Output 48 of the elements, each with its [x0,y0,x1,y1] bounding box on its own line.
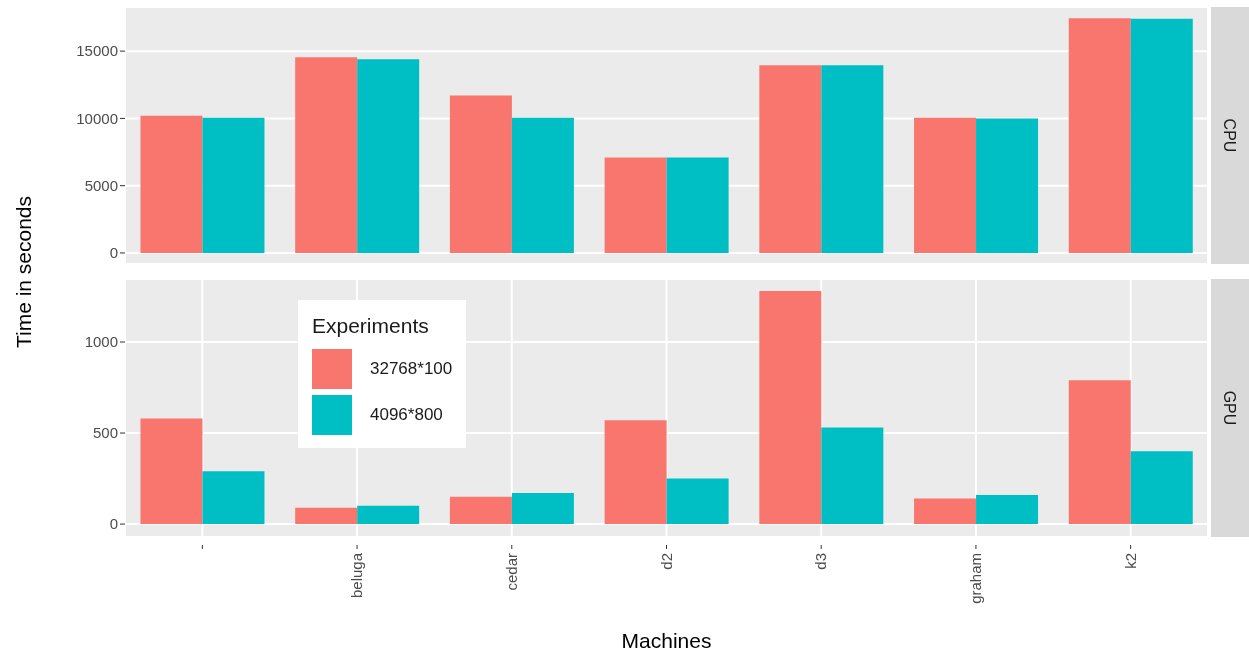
bar [604,420,667,525]
bar [759,291,822,525]
bar [357,59,420,253]
x-tick-label: k2 [1121,553,1139,569]
bar [1068,18,1131,253]
y-tick-label: 1000 [84,333,118,351]
bar [821,65,884,253]
y-tick-label: 0 [109,244,118,262]
bar [202,117,265,253]
bar [202,471,265,525]
bar [604,157,667,253]
bar [357,505,420,525]
bar [666,478,729,525]
legend-title: Experiments [312,314,430,338]
bar [976,118,1039,253]
bar [976,494,1039,525]
bar [511,117,574,253]
bar [759,65,822,253]
legend-label: 32768*100 [370,359,453,379]
y-tick-label: 15000 [76,42,118,60]
y-tick-label: 500 [92,424,118,442]
x-tick-label: d2 [657,553,675,570]
y-tick-label: 10000 [76,109,118,127]
bar [666,157,729,253]
bar [295,57,358,253]
bar [1068,380,1131,525]
x-axis-title: Machines [620,629,713,653]
x-tick-label: graham [966,553,984,604]
bar [821,427,884,525]
bar [140,418,203,525]
legend-label: 4096*800 [370,405,443,425]
bar [1130,18,1193,253]
bar [449,95,512,253]
y-tick-label: 5000 [84,177,118,195]
y-axis-title: Time in seconds [12,195,36,349]
x-tick-label: cedar [502,553,520,591]
y-tick-label: 0 [109,515,118,533]
bar [914,117,977,253]
y2-axis-title: GPU [1221,390,1238,426]
bar [511,493,574,525]
x-tick-label: beluga [348,552,366,599]
bar [1130,451,1193,525]
y2-axis-title: CPU [1221,118,1238,153]
bar [140,115,203,253]
bar [449,496,512,525]
x-tick-label: d3 [812,553,830,570]
bar [914,498,977,525]
bar [295,507,358,525]
